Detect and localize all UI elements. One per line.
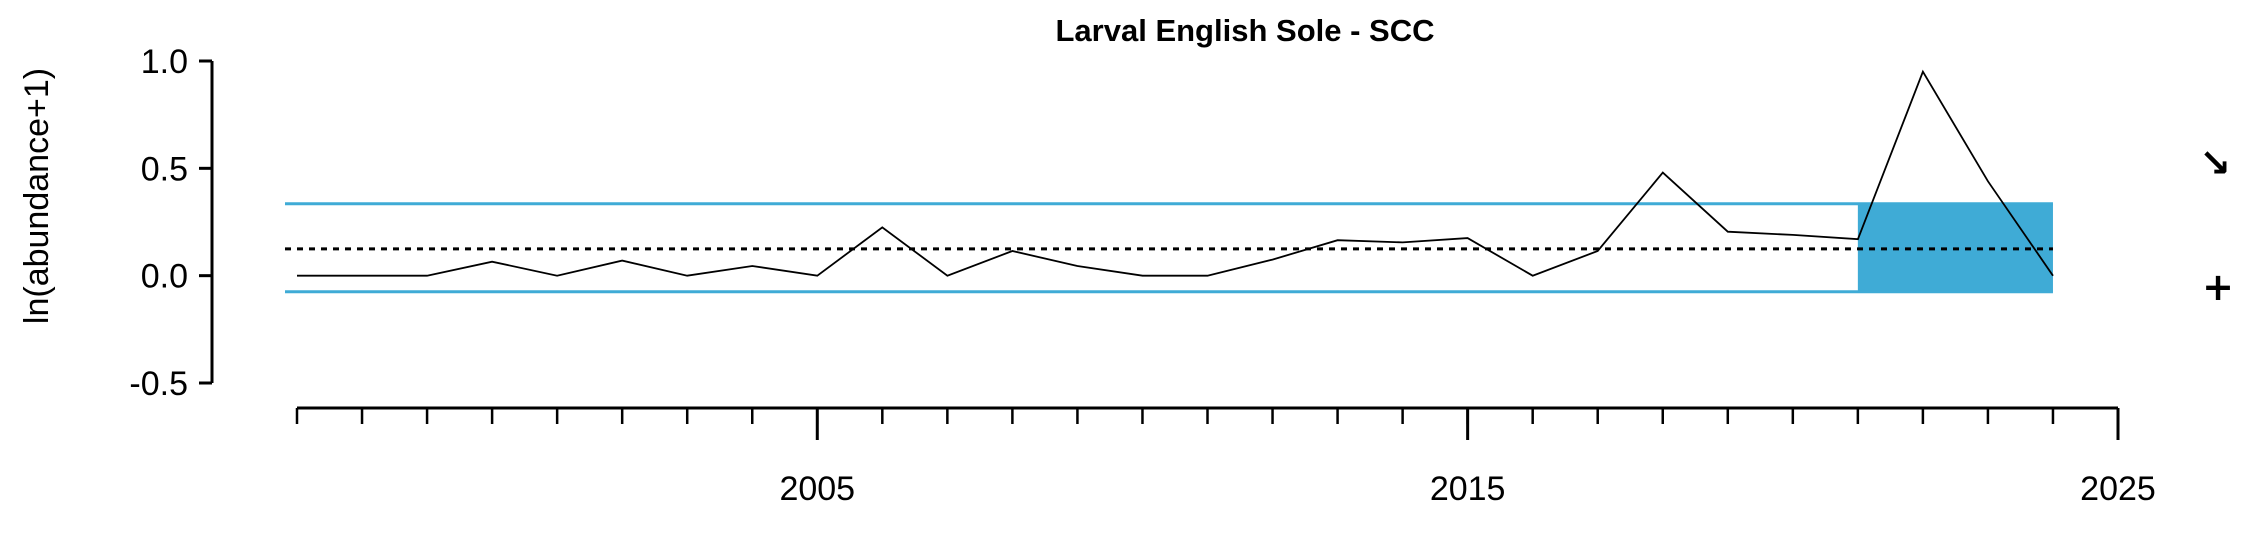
axes: 1.0 0.5 0.0 -0.5 2005 2015 2025: [129, 43, 2155, 508]
series-line: [297, 69, 2054, 277]
x-tick-label: 2015: [1430, 470, 1506, 508]
y-axis-title: ln(abundance+1): [18, 68, 56, 324]
x-tick-label: 2025: [2080, 470, 2156, 508]
x-tick-label: 2005: [779, 470, 855, 508]
y-tick-label: 1.0: [141, 43, 188, 81]
mean-indicator-plus: +: [2202, 265, 2234, 309]
y-tick-label: -0.5: [129, 365, 188, 403]
trend-arrow-icon: ↘: [2199, 141, 2231, 185]
y-tick-label: 0.5: [141, 150, 188, 188]
plot-area: [285, 69, 2054, 294]
y-tick-label: 0.0: [141, 258, 188, 296]
chart-title: Larval English Sole - SCC: [1056, 13, 1435, 48]
